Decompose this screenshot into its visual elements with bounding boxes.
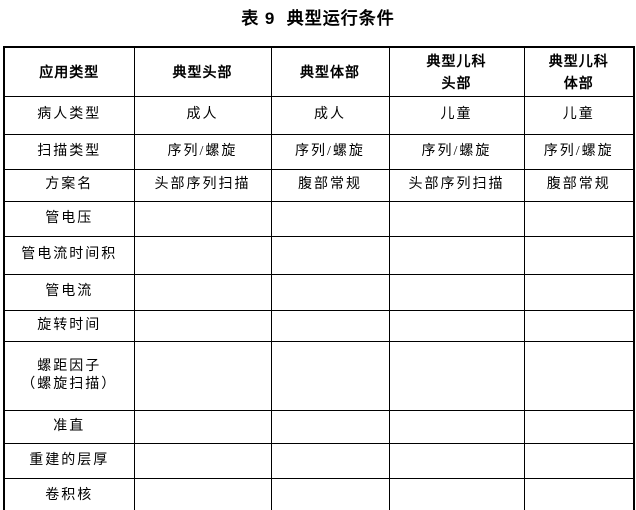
table-cell — [523, 409, 635, 444]
row-label: 扫描类型 — [3, 133, 135, 170]
table-cell — [388, 340, 525, 411]
table-cell — [133, 235, 272, 275]
table-cell: 儿童 — [523, 95, 635, 135]
table-row-collimation: 准直 — [3, 409, 635, 444]
document-page: 表 9 典型运行条件 应用类型 典型头部 典型体部 典型儿科 头部 典型儿科 体… — [0, 7, 636, 510]
table-cell: 序列/螺旋 — [270, 133, 390, 170]
table-cell — [270, 200, 390, 237]
table-cell — [523, 442, 635, 479]
row-label: 管电压 — [3, 200, 135, 237]
table-row-tube-voltage: 管电压 — [3, 200, 635, 237]
table-cell — [388, 442, 525, 479]
table-row-patient-type: 病人类型 成人 成人 儿童 儿童 — [3, 95, 635, 135]
column-header-typical-body: 典型体部 — [270, 46, 390, 97]
table-title: 表 9 典型运行条件 — [241, 9, 395, 28]
row-label: 病人类型 — [3, 95, 135, 135]
table-cell: 成人 — [133, 95, 272, 135]
table-cell — [388, 409, 525, 444]
table-cell — [133, 273, 272, 311]
table-cell — [270, 409, 390, 444]
table-cell: 腹部常规 — [523, 168, 635, 202]
table-cell — [270, 442, 390, 479]
table-cell — [388, 200, 525, 237]
column-header-typical-pediatric-body: 典型儿科 体部 — [523, 46, 635, 97]
table-cell — [388, 235, 525, 275]
table-cell: 成人 — [270, 95, 390, 135]
row-label: 螺距因子 （螺旋扫描） — [3, 340, 135, 411]
table-cell: 序列/螺旋 — [388, 133, 525, 170]
table-cell — [388, 477, 525, 510]
table-cell — [523, 477, 635, 510]
table-cell: 儿童 — [388, 95, 525, 135]
table-cell — [388, 273, 525, 311]
table-row-tube-current: 管电流 — [3, 273, 635, 311]
table-cell — [270, 235, 390, 275]
row-label: 重建的层厚 — [3, 442, 135, 479]
column-header-typical-head: 典型头部 — [133, 46, 272, 97]
table-cell — [270, 273, 390, 311]
table-row-rotation-time: 旋转时间 — [3, 309, 635, 342]
table-cell — [133, 409, 272, 444]
table-row-scan-type: 扫描类型 序列/螺旋 序列/螺旋 序列/螺旋 序列/螺旋 — [3, 133, 635, 170]
table-row-convolution-kernel: 卷积核 — [3, 477, 635, 510]
table-cell: 序列/螺旋 — [523, 133, 635, 170]
table-cell — [270, 309, 390, 342]
row-label: 方案名 — [3, 168, 135, 202]
table-cell: 头部序列扫描 — [388, 168, 525, 202]
table-cell — [523, 200, 635, 237]
table-cell — [388, 309, 525, 342]
column-header-typical-pediatric-head: 典型儿科 头部 — [388, 46, 525, 97]
table-row-pitch-factor: 螺距因子 （螺旋扫描） — [3, 340, 635, 411]
table-cell — [523, 235, 635, 275]
table-cell — [270, 340, 390, 411]
header-row: 应用类型 典型头部 典型体部 典型儿科 头部 典型儿科 体部 — [3, 46, 635, 97]
table-cell — [523, 309, 635, 342]
table-cell — [133, 442, 272, 479]
table-cell — [133, 309, 272, 342]
table-row-tube-current-time-product: 管电流时间积 — [3, 235, 635, 275]
row-label: 准直 — [3, 409, 135, 444]
row-label: 管电流 — [3, 273, 135, 311]
table-cell: 头部序列扫描 — [133, 168, 272, 202]
column-header-application-type: 应用类型 — [3, 46, 135, 97]
table-cell — [133, 477, 272, 510]
table-cell — [133, 200, 272, 237]
table-row-protocol-name: 方案名 头部序列扫描 腹部常规 头部序列扫描 腹部常规 — [3, 168, 635, 202]
table-cell — [523, 340, 635, 411]
row-label: 管电流时间积 — [3, 235, 135, 275]
row-label: 旋转时间 — [3, 309, 135, 342]
table-row-reconstructed-slice-thickness: 重建的层厚 — [3, 442, 635, 479]
typical-operating-conditions-table: 应用类型 典型头部 典型体部 典型儿科 头部 典型儿科 体部 病人类型 成人 成… — [3, 46, 635, 510]
table-cell — [523, 273, 635, 311]
table-cell — [270, 477, 390, 510]
row-label: 卷积核 — [3, 477, 135, 510]
table-cell: 序列/螺旋 — [133, 133, 272, 170]
table-cell: 腹部常规 — [270, 168, 390, 202]
table-cell — [133, 340, 272, 411]
